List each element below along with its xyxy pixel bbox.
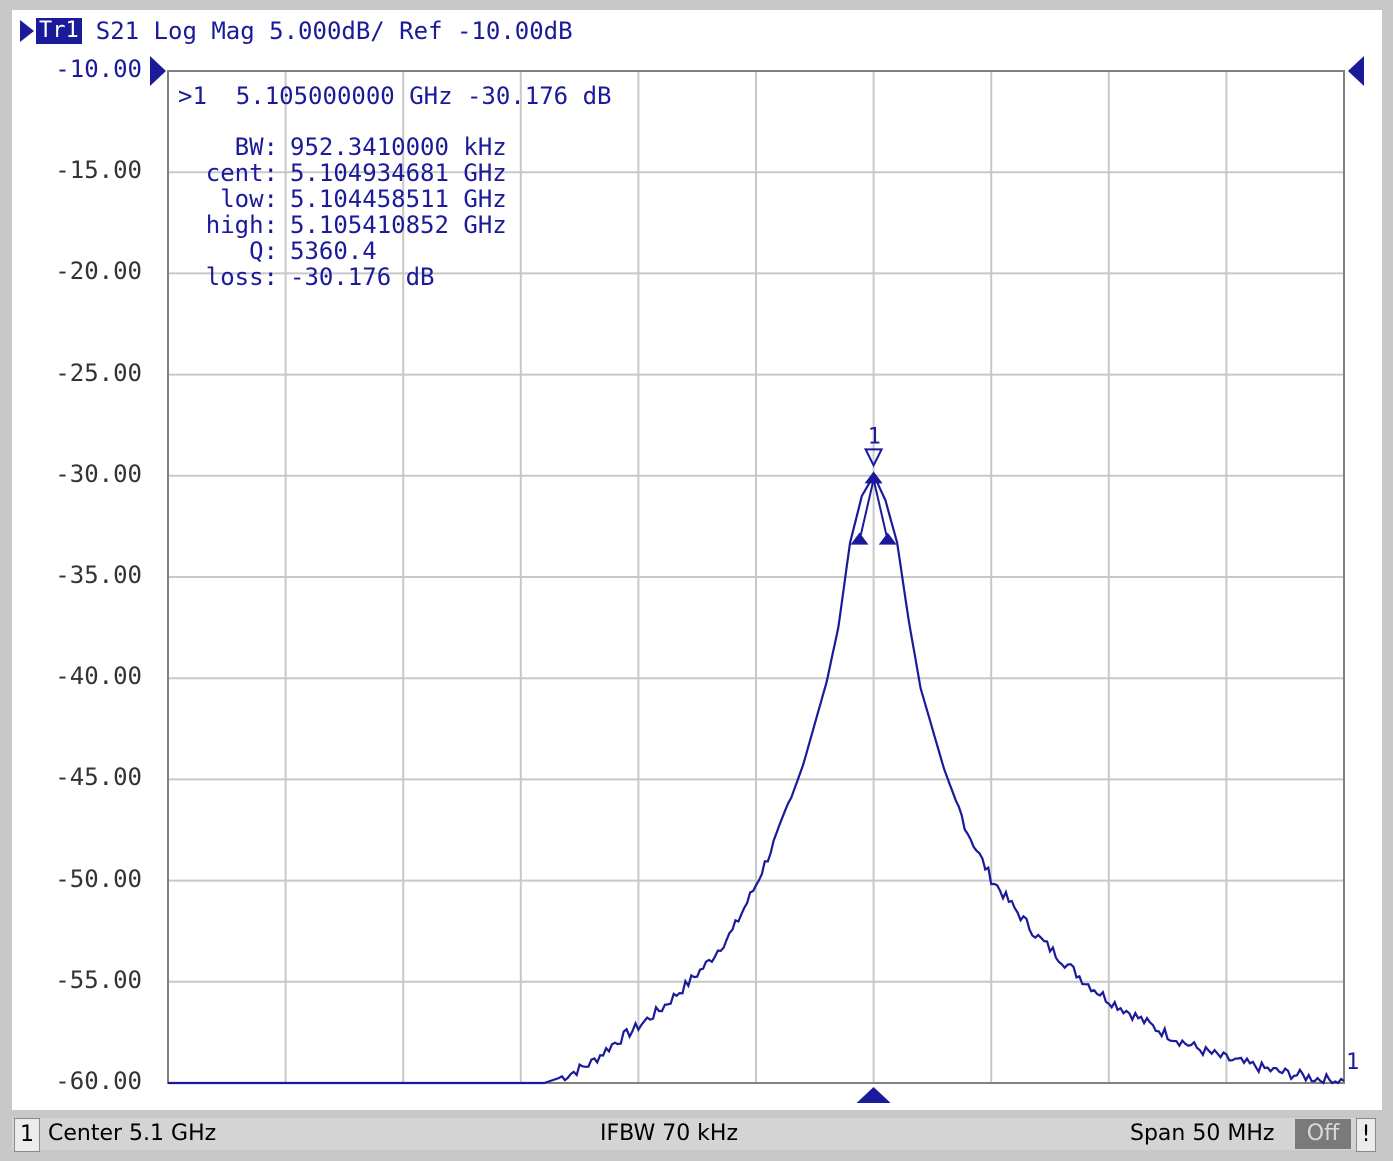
span-frequency[interactable]: Span 50 MHz: [1130, 1121, 1275, 1146]
bandwidth-right-edge: [872, 479, 889, 541]
bw-row: Q: 5360.4: [249, 237, 377, 265]
bw-row: low: 5.104458511 GHz: [220, 185, 507, 213]
if-bandwidth[interactable]: IFBW 70 kHz: [600, 1121, 739, 1146]
stimulus-marker-icon: [856, 1087, 891, 1103]
bw-row: loss: -30.176 dB: [205, 263, 435, 291]
y-tick-label: -60.00: [55, 1067, 142, 1095]
bw-row: high: 5.105410852 GHz: [205, 211, 507, 239]
reference-level-right-icon: [1348, 56, 1364, 86]
center-frequency[interactable]: Center 5.1 GHz: [48, 1121, 217, 1146]
marker-readout: >1 5.105000000 GHz -30.176 dB: [178, 82, 612, 110]
y-tick-label: -45.00: [55, 763, 142, 792]
trace-description[interactable]: S21 Log Mag 5.000dB/ Ref -10.00dB: [95, 17, 573, 45]
bw-row: BW: 952.3410000 kHz: [234, 133, 507, 161]
y-tick-label: -20.00: [55, 257, 142, 286]
bw-row: cent: 5.104934681 GHz: [205, 159, 507, 187]
y-tick-label: -10.00: [55, 55, 142, 83]
off-indicator[interactable]: Off: [1295, 1119, 1351, 1149]
y-tick-label: -55.00: [55, 965, 142, 994]
trace-line: [168, 478, 1345, 1085]
y-tick-label: -15.00: [55, 156, 142, 185]
status-bar: 1 Center 5.1 GHz IFBW 70 kHz Span 50 MHz…: [12, 1118, 1376, 1152]
plot-frame: [167, 70, 1345, 1084]
active-marker-icon: [863, 448, 884, 468]
y-tick-label: -30.00: [55, 459, 142, 488]
y-tick-label: -35.00: [55, 561, 142, 589]
channel-indicator[interactable]: 1: [14, 1118, 40, 1152]
trace-header[interactable]: Tr1 S21 Log Mag 5.000dB/ Ref -10.00dB: [20, 16, 573, 46]
marker-number-label: 1: [868, 424, 881, 449]
bandwidth-search-readout: BW: 952.3410000 kHz cent: 5.104934681 GHz …: [178, 134, 507, 290]
trace-badge[interactable]: Tr1: [36, 18, 82, 44]
y-tick-label: -25.00: [55, 358, 142, 387]
bandwidth-left-edge: [858, 479, 875, 541]
active-trace-arrow-icon: [20, 20, 34, 42]
warning-indicator[interactable]: !: [1356, 1118, 1376, 1152]
trace-end-label: 1: [1346, 1050, 1359, 1075]
y-tick-label: -40.00: [55, 662, 142, 691]
marker-peak-icon: [864, 471, 883, 484]
reference-level-left-icon: [150, 56, 166, 86]
y-tick-label: -50.00: [55, 864, 142, 893]
